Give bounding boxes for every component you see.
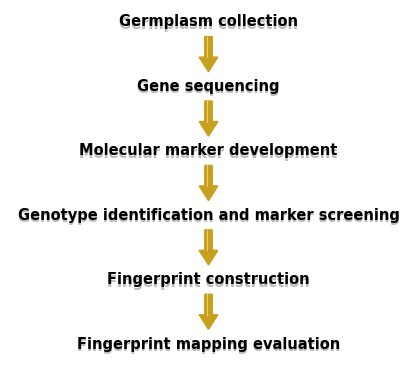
FancyArrow shape (199, 294, 218, 329)
Text: Gene sequencing: Gene sequencing (137, 82, 280, 96)
Text: Genotype identification and marker screening: Genotype identification and marker scree… (18, 208, 399, 223)
FancyArrow shape (199, 37, 218, 72)
Text: Gene sequencing: Gene sequencing (137, 79, 280, 94)
Text: Fingerprint mapping evaluation: Fingerprint mapping evaluation (77, 337, 340, 351)
Text: Germplasm collection: Germplasm collection (119, 15, 298, 29)
Text: Genotype identification and marker screening: Genotype identification and marker scree… (18, 210, 399, 225)
FancyArrow shape (199, 230, 218, 265)
Text: Molecular marker development: Molecular marker development (79, 143, 338, 158)
FancyArrow shape (199, 101, 218, 136)
Text: Germplasm collection: Germplasm collection (119, 17, 298, 32)
Text: Fingerprint construction: Fingerprint construction (107, 272, 310, 287)
Text: Fingerprint mapping evaluation: Fingerprint mapping evaluation (77, 339, 340, 354)
FancyArrow shape (199, 165, 218, 201)
Text: Fingerprint construction: Fingerprint construction (107, 275, 310, 290)
Text: Molecular marker development: Molecular marker development (79, 146, 338, 161)
